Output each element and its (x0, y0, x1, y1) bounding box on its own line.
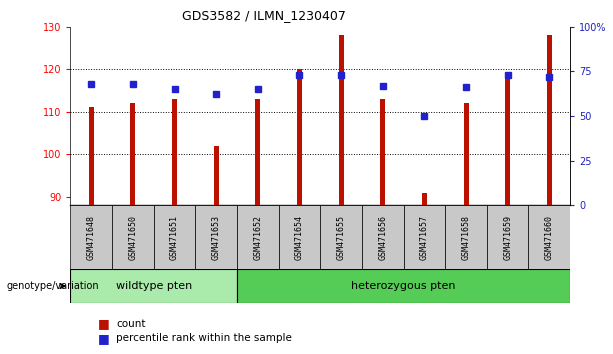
Text: wildtype pten: wildtype pten (116, 281, 192, 291)
Bar (505, 73, 510, 205)
Bar (131, 103, 135, 205)
Bar (338, 35, 344, 205)
Text: ■: ■ (98, 332, 110, 344)
Text: GSM471650: GSM471650 (129, 215, 137, 260)
Text: GSM471652: GSM471652 (253, 215, 262, 260)
Text: heterozygous pten: heterozygous pten (351, 281, 456, 291)
Text: ■: ■ (98, 318, 110, 330)
Bar (320, 205, 362, 269)
Text: GSM471658: GSM471658 (462, 215, 471, 260)
Bar (154, 205, 196, 269)
Bar (112, 205, 154, 269)
Bar (70, 205, 112, 269)
Text: GSM471657: GSM471657 (420, 215, 429, 260)
Bar (380, 99, 385, 205)
Text: GDS3582 / ILMN_1230407: GDS3582 / ILMN_1230407 (181, 9, 346, 22)
Bar (547, 35, 552, 205)
Bar (89, 107, 94, 205)
Bar (214, 146, 219, 205)
Bar (403, 205, 445, 269)
Text: GSM471653: GSM471653 (211, 215, 221, 260)
Bar (196, 205, 237, 269)
Bar (237, 269, 570, 303)
Text: GSM471654: GSM471654 (295, 215, 304, 260)
Bar (172, 99, 177, 205)
Bar (297, 69, 302, 205)
Bar (422, 193, 427, 205)
Bar (237, 205, 279, 269)
Bar (528, 205, 570, 269)
Bar (463, 103, 468, 205)
Text: GSM471660: GSM471660 (545, 215, 554, 260)
Text: GSM471659: GSM471659 (503, 215, 512, 260)
Bar (487, 205, 528, 269)
Text: GSM471656: GSM471656 (378, 215, 387, 260)
Text: GSM471648: GSM471648 (87, 215, 96, 260)
Text: GSM471651: GSM471651 (170, 215, 179, 260)
Text: genotype/variation: genotype/variation (6, 281, 99, 291)
Bar (70, 269, 237, 303)
Bar (256, 99, 261, 205)
Bar (445, 205, 487, 269)
Text: percentile rank within the sample: percentile rank within the sample (116, 333, 292, 343)
Bar (362, 205, 403, 269)
Text: count: count (116, 319, 146, 329)
Bar (279, 205, 321, 269)
Text: GSM471655: GSM471655 (337, 215, 346, 260)
